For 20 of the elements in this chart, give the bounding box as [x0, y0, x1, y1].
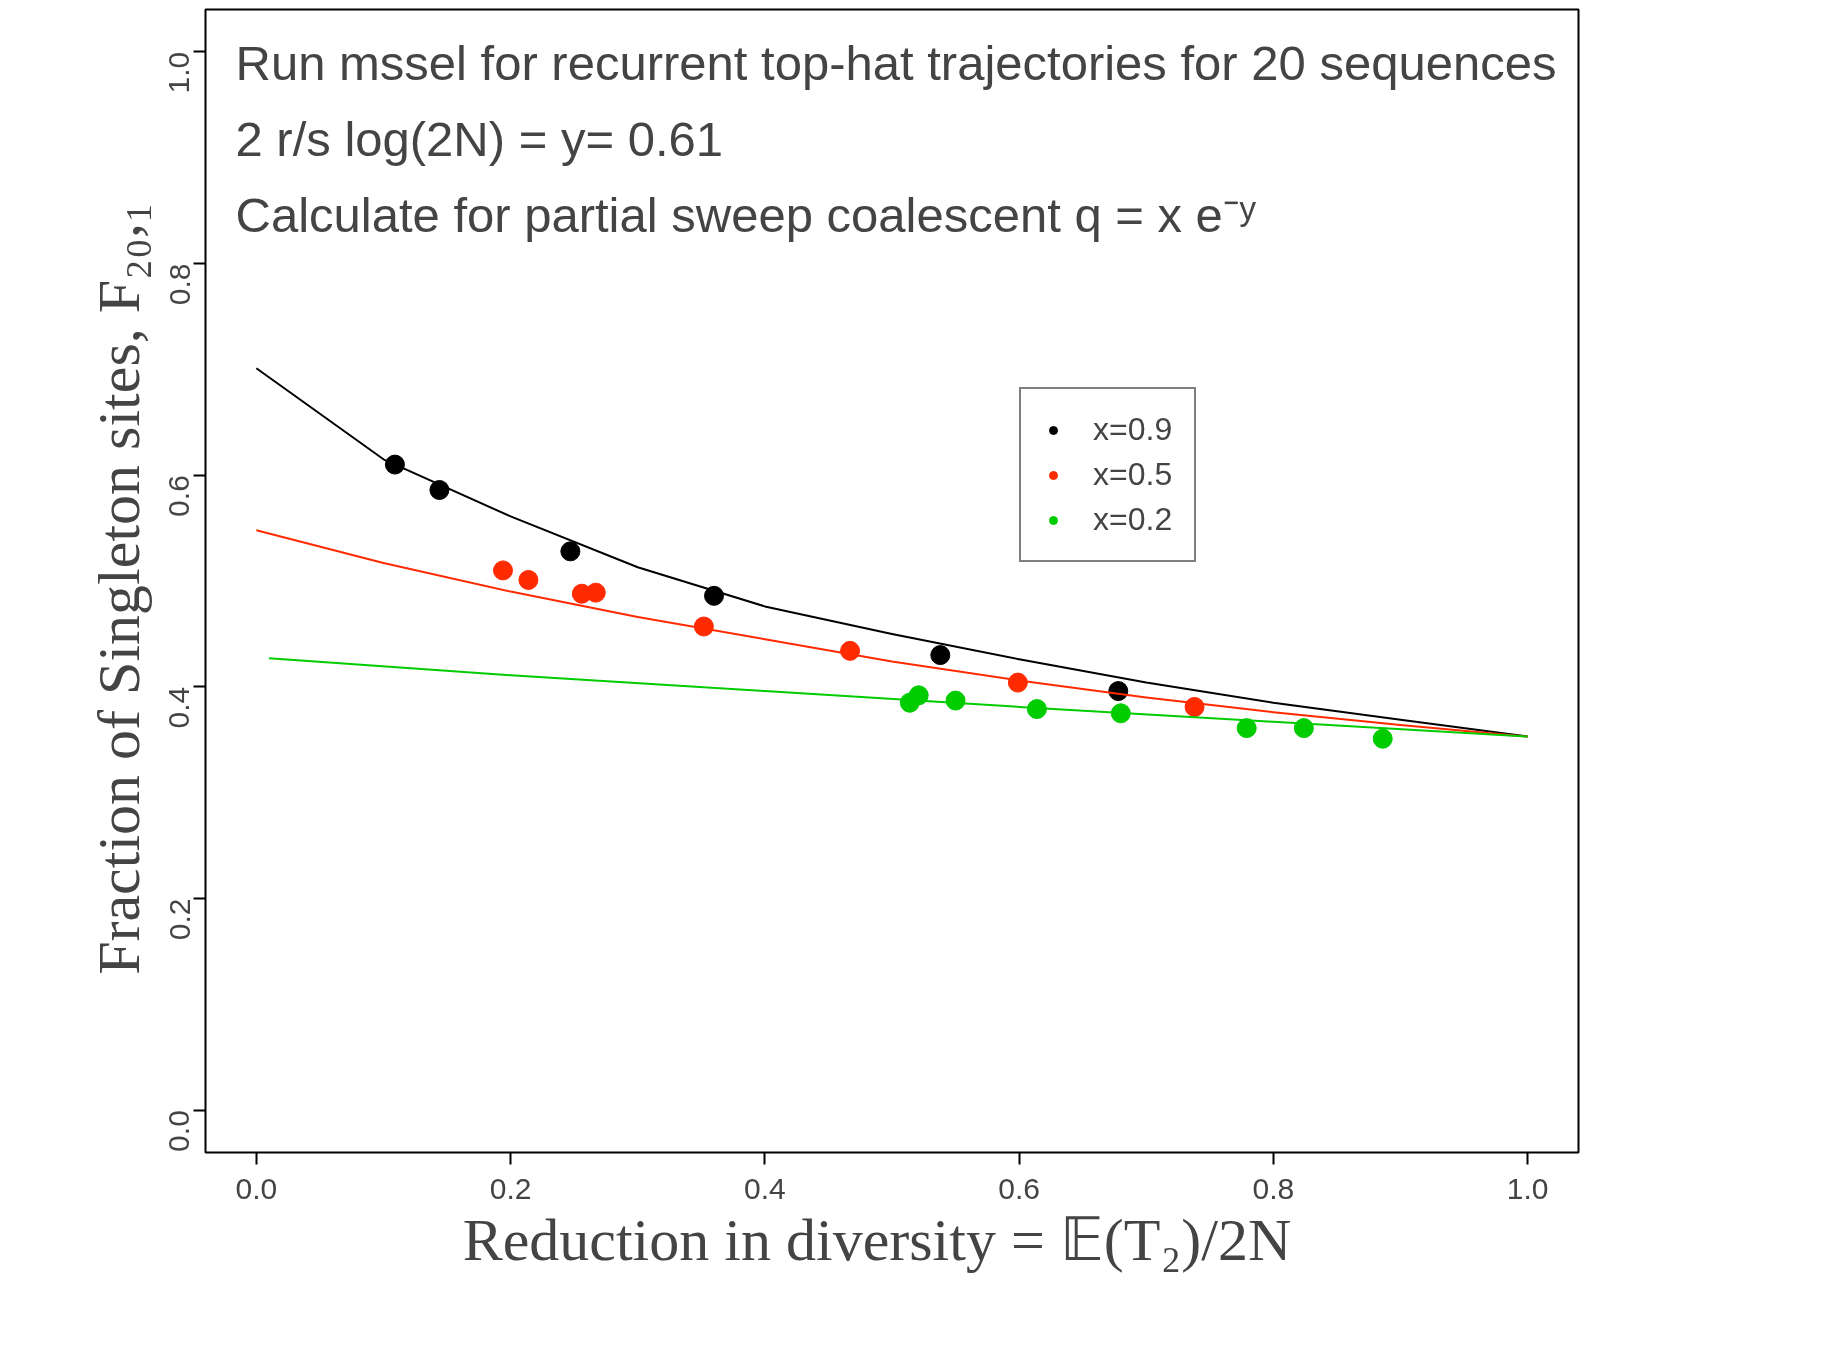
x-axis-title: Reduction in diversity = 𝔼(T₂)/2N — [462, 1206, 1292, 1273]
y-tick-label: 0.6 — [162, 475, 196, 517]
y-tick-label: 0.2 — [162, 898, 196, 941]
legend-label: x=0.2 — [1093, 501, 1173, 538]
y-tick-label: 0.8 — [162, 263, 196, 306]
legend-label: x=0.9 — [1093, 411, 1173, 448]
y-tick-label: 0.4 — [162, 686, 196, 729]
annotation: Calculate for partial sweep coalescent q = x e⁻ʸ — [235, 187, 1257, 242]
x-tick-label: 0.2 — [489, 1171, 532, 1205]
x-tick-label: 0.6 — [998, 1171, 1040, 1205]
y-tick-label: 0.0 — [162, 1110, 196, 1152]
y-axis-title: Fraction of Singleton sites, F₂₀,₁ — [85, 202, 152, 975]
annotation: Run mssel for recurrent top-hat trajectories for 20 sequences — [235, 35, 1557, 90]
x-tick-label: 0.4 — [744, 1171, 786, 1205]
annotation: 2 r/s log(2N) = y= 0.61 — [235, 111, 724, 166]
x-tick-label: 0.0 — [235, 1171, 278, 1205]
legend-label: x=0.5 — [1093, 456, 1173, 493]
x-tick-label: 0.8 — [1252, 1171, 1295, 1205]
y-tick-label: 1.0 — [162, 51, 196, 94]
x-tick-label: 1.0 — [1506, 1171, 1549, 1205]
